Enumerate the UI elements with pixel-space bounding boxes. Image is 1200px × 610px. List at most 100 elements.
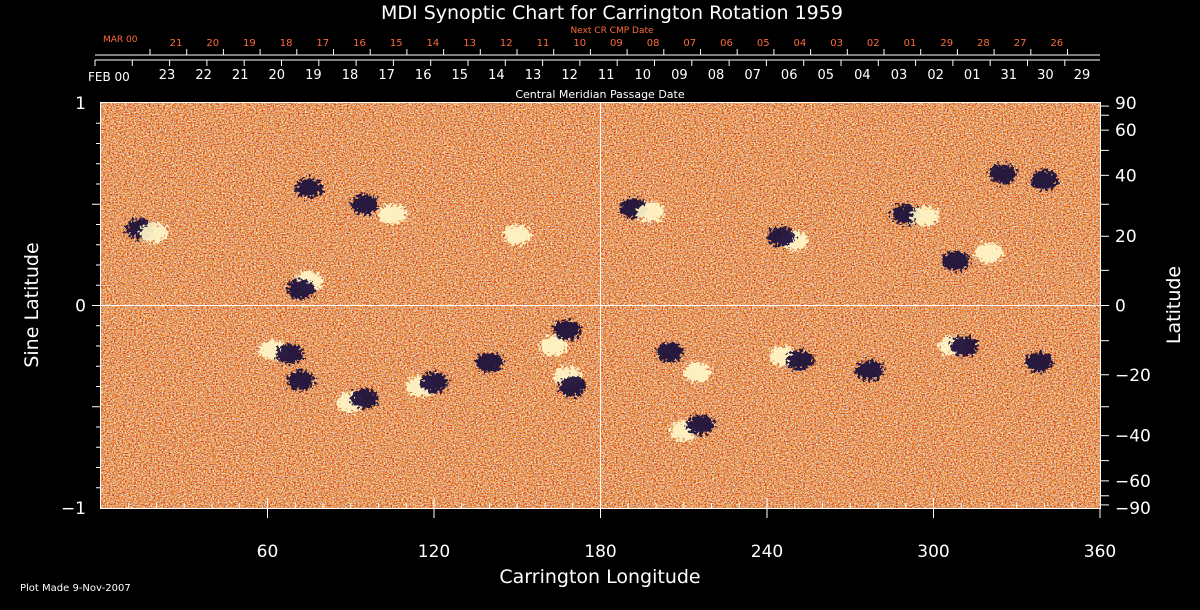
next-date-label: 01 bbox=[904, 38, 917, 49]
active-region-positive bbox=[911, 206, 940, 227]
y-right-tick-label: −40 bbox=[1115, 427, 1151, 447]
x-axis-label: Carrington Longitude bbox=[499, 566, 700, 588]
next-date-label: 13 bbox=[463, 38, 476, 49]
y-right-tick-label: 0 bbox=[1115, 297, 1126, 317]
y-right-tick-label: 20 bbox=[1115, 227, 1137, 247]
active-region-positive bbox=[539, 336, 568, 356]
y-axis-right-label: Latitude bbox=[1163, 266, 1185, 344]
cmp-date-label: 11 bbox=[598, 68, 615, 83]
next-date-label: 29 bbox=[940, 38, 953, 49]
cmp-date-label: 15 bbox=[452, 68, 469, 83]
active-region-negative bbox=[420, 372, 448, 393]
x-tick-label: 300 bbox=[917, 542, 949, 562]
cmp-date-label: 13 bbox=[525, 68, 542, 83]
next-date-label: 26 bbox=[1050, 38, 1063, 49]
active-region-negative bbox=[350, 194, 379, 215]
cmp-date-label: 31 bbox=[1001, 68, 1018, 83]
next-date-label: 14 bbox=[427, 38, 440, 49]
active-region-negative bbox=[855, 360, 884, 381]
active-region-positive bbox=[139, 222, 168, 243]
plot-made-note: Plot Made 9-Nov-2007 bbox=[20, 583, 131, 594]
active-region-negative bbox=[686, 414, 715, 435]
cmp-date-label: 29 bbox=[1074, 68, 1091, 83]
active-region-negative bbox=[941, 250, 970, 271]
active-region-negative bbox=[1030, 169, 1059, 190]
next-date-label: 04 bbox=[794, 38, 807, 49]
next-date-label: 09 bbox=[610, 38, 623, 49]
y-left-tick-label: 1 bbox=[75, 94, 86, 114]
active-region-negative bbox=[295, 178, 324, 199]
active-region-negative bbox=[286, 279, 315, 300]
chart-title: MDI Synoptic Chart for Carrington Rotati… bbox=[381, 2, 843, 24]
y-left-tick-label: −1 bbox=[61, 499, 86, 519]
cmp-axis-title: Central Meridian Passage Date bbox=[515, 88, 684, 101]
y-right-tick-label: 60 bbox=[1115, 121, 1137, 141]
cmp-date-label: 12 bbox=[561, 68, 578, 83]
next-date-label: 08 bbox=[647, 38, 660, 49]
cmp-date-label: 23 bbox=[159, 68, 176, 83]
next-cmp-axis-title: Next CR CMP Date bbox=[570, 26, 654, 36]
cmp-date-label: 05 bbox=[818, 68, 835, 83]
cmp-date-label: 02 bbox=[927, 68, 944, 83]
next-date-label: 19 bbox=[243, 38, 256, 49]
next-date-label: 21 bbox=[170, 38, 183, 49]
cmp-date-label: 01 bbox=[964, 68, 981, 83]
next-date-label: 16 bbox=[353, 38, 366, 49]
x-tick-label: 360 bbox=[1084, 542, 1116, 562]
active-region-negative bbox=[475, 352, 504, 373]
y-axis-left-ticks: 1 0 −1 bbox=[61, 94, 101, 519]
y-right-tick-label: −60 bbox=[1115, 472, 1151, 492]
next-month-label: MAR 00 bbox=[103, 35, 138, 45]
cmp-date-label: 20 bbox=[269, 68, 286, 83]
active-region-negative bbox=[553, 319, 582, 340]
cmp-date-label: 14 bbox=[488, 68, 505, 83]
y-axis-right-ticks: 90 60 40 20 0 −20 −40 −60 −90 bbox=[1100, 94, 1151, 519]
next-date-label: 18 bbox=[280, 38, 293, 49]
next-date-label: 10 bbox=[573, 38, 586, 49]
next-date-label: 05 bbox=[757, 38, 770, 49]
next-date-label: 12 bbox=[500, 38, 513, 49]
next-date-label: 17 bbox=[316, 38, 329, 49]
cmp-date-label: 19 bbox=[305, 68, 322, 83]
y-axis-left-label: Sine Latitude bbox=[21, 242, 43, 367]
cmp-date-label: 07 bbox=[744, 68, 761, 83]
active-region-positive bbox=[636, 202, 665, 223]
cmp-date-label: 30 bbox=[1037, 68, 1054, 83]
active-region-negative bbox=[286, 370, 315, 391]
y-right-tick-label: −90 bbox=[1115, 499, 1151, 519]
cmp-month-label: FEB 00 bbox=[88, 70, 130, 84]
active-region-negative bbox=[350, 388, 379, 409]
active-region-positive bbox=[378, 204, 407, 225]
active-region-negative bbox=[950, 336, 979, 356]
cmp-date-label: 03 bbox=[891, 68, 908, 83]
x-tick-label: 60 bbox=[257, 542, 279, 562]
active-region-negative bbox=[766, 226, 795, 247]
active-region-negative bbox=[988, 163, 1017, 184]
cmp-date-label: 21 bbox=[232, 68, 249, 83]
y-left-tick-label: 0 bbox=[75, 297, 86, 317]
cmp-date-label: 06 bbox=[781, 68, 798, 83]
cmp-date-label: 10 bbox=[635, 68, 652, 83]
active-region-positive bbox=[975, 242, 1003, 263]
next-date-label: 15 bbox=[390, 38, 403, 49]
cmp-date-label: 08 bbox=[708, 68, 725, 83]
next-date-label: 28 bbox=[977, 38, 990, 49]
cmp-date-label: 18 bbox=[342, 68, 359, 83]
next-date-label: 11 bbox=[537, 38, 550, 49]
x-tick-label: 180 bbox=[584, 542, 616, 562]
active-region-positive bbox=[683, 362, 712, 383]
next-date-label: 07 bbox=[683, 38, 696, 49]
cmp-date-label: 16 bbox=[415, 68, 432, 83]
x-tick-label: 240 bbox=[751, 542, 783, 562]
next-date-label: 06 bbox=[720, 38, 733, 49]
next-date-label: 27 bbox=[1014, 38, 1027, 49]
active-region-negative bbox=[558, 376, 587, 397]
active-region-positive bbox=[503, 224, 532, 245]
top-axis-cmp: 23 22 21 20 19 18 17 16 15 14 13 12 11 10 09 08 07 06 05 04… bbox=[94, 59, 1100, 83]
active-region-negative bbox=[655, 342, 684, 363]
y-right-tick-label: 90 bbox=[1115, 94, 1137, 114]
active-regions bbox=[125, 163, 1059, 442]
cmp-date-label: 09 bbox=[671, 68, 688, 83]
cmp-date-label: 04 bbox=[854, 68, 871, 83]
